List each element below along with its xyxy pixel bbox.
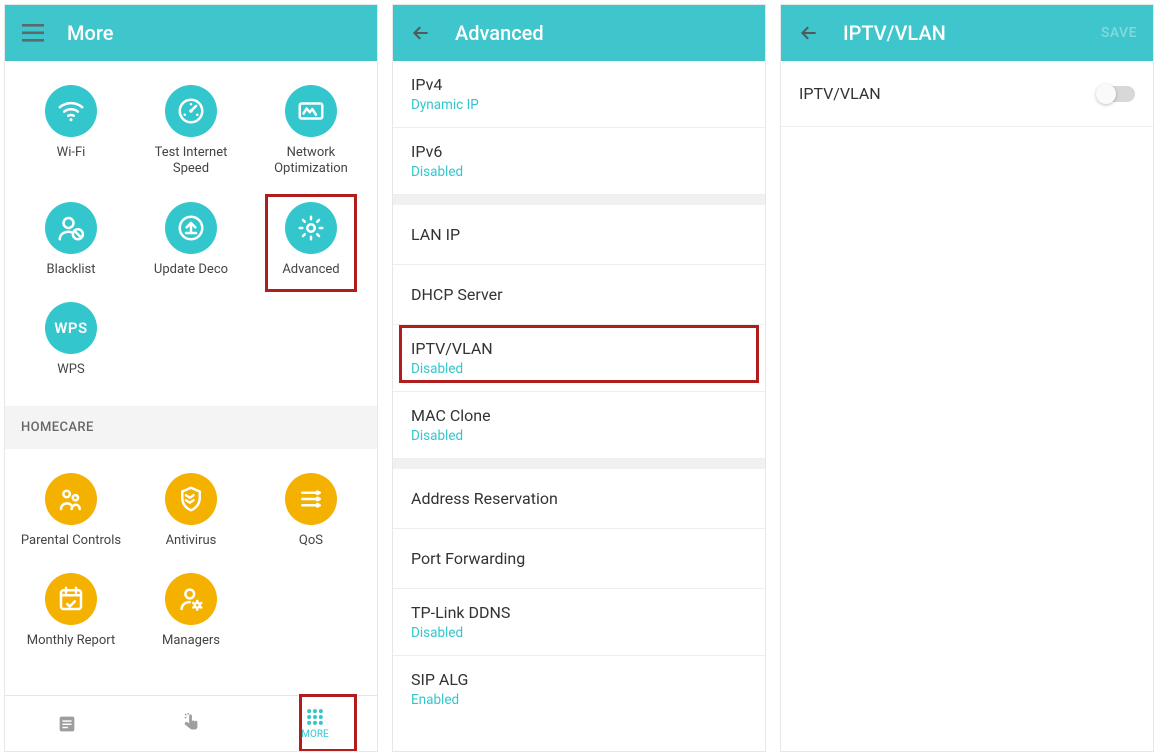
row-title: Port Forwarding — [411, 549, 747, 568]
header: More — [5, 5, 377, 61]
list-row-tp-link-ddns[interactable]: TP-Link DDNS Disabled — [393, 589, 765, 656]
list-divider — [393, 459, 765, 469]
grid-item-label: Blacklist — [46, 262, 95, 278]
page-title: IPTV/VLAN — [843, 21, 946, 45]
grid-item-qos[interactable]: QoS — [251, 467, 371, 567]
panel-advanced: Advanced IPv4 Dynamic IP IPv6 Disabled LAN I… — [392, 4, 766, 752]
row-sub: Disabled — [411, 361, 747, 377]
tab-overview[interactable] — [5, 696, 129, 751]
panel-more: More Wi-Fi Test Internet Speed Network Opt… — [4, 4, 378, 752]
tab-more-label: MORE — [301, 729, 328, 740]
grid-item-label: Parental Controls — [21, 533, 121, 549]
update-icon — [165, 202, 217, 254]
back-icon[interactable] — [409, 21, 433, 45]
grid-item-label: Advanced — [282, 262, 339, 278]
list-row-port-forwarding[interactable]: Port Forwarding — [393, 529, 765, 589]
panel-iptv: IPTV/VLAN SAVE IPTV/VLAN — [780, 4, 1154, 752]
grid-item-label: Managers — [162, 633, 220, 649]
row-sub: Disabled — [411, 625, 747, 641]
advanced-list: IPv4 Dynamic IP IPv6 Disabled LAN IP DHCP Ser… — [393, 61, 765, 751]
grid-item-blacklist[interactable]: Blacklist — [11, 196, 131, 296]
blacklist-icon — [45, 202, 97, 254]
row-title: MAC Clone — [411, 406, 747, 425]
grid-item-label: Update Deco — [154, 262, 228, 278]
calendar-icon — [45, 573, 97, 625]
homecare-header: HOMECARE — [5, 406, 377, 449]
grid-item-netopt[interactable]: Network Optimization — [251, 79, 371, 196]
row-sub: Dynamic IP — [411, 97, 747, 113]
list-row-lan-ip[interactable]: LAN IP — [393, 205, 765, 265]
page-title: More — [67, 21, 113, 45]
list-row-sip-alg[interactable]: SIP ALG Enabled — [393, 656, 765, 722]
row-title: Address Reservation — [411, 489, 747, 508]
row-sub: Disabled — [411, 164, 747, 180]
list-row-dhcp-server[interactable]: DHCP Server — [393, 265, 765, 325]
row-title: SIP ALG — [411, 670, 747, 689]
menu-icon[interactable] — [21, 21, 45, 45]
grid-item-advanced[interactable]: Advanced — [251, 196, 371, 296]
gear-icon — [285, 202, 337, 254]
grid-item-label: WPS — [57, 362, 84, 378]
row-sub: Enabled — [411, 692, 747, 708]
shield-icon — [165, 473, 217, 525]
bottom-nav: MORE — [5, 695, 377, 751]
header: IPTV/VLAN SAVE — [781, 5, 1153, 61]
grid-item-antivirus[interactable]: Antivirus — [131, 467, 251, 567]
list-row-address-reservation[interactable]: Address Reservation — [393, 469, 765, 529]
header: Advanced — [393, 5, 765, 61]
grid-item-wifi[interactable]: Wi-Fi — [11, 79, 131, 196]
save-button[interactable]: SAVE — [1101, 25, 1137, 41]
grid-item-parental[interactable]: Parental Controls — [11, 467, 131, 567]
row-sub: Disabled — [411, 428, 747, 444]
grid-item-speed[interactable]: Test Internet Speed — [131, 79, 251, 196]
managers-icon — [165, 573, 217, 625]
list-divider — [393, 195, 765, 205]
grid-item-label: Test Internet Speed — [136, 145, 246, 178]
grid-item-update[interactable]: Update Deco — [131, 196, 251, 296]
list-row-ipv6[interactable]: IPv6 Disabled — [393, 128, 765, 195]
more-content: Wi-Fi Test Internet Speed Network Optimiza… — [5, 61, 377, 695]
iptv-toggle-switch[interactable] — [1097, 86, 1135, 102]
iptv-toggle-label: IPTV/VLAN — [799, 84, 881, 103]
row-title: TP-Link DDNS — [411, 603, 747, 622]
page-title: Advanced — [455, 21, 544, 45]
row-title: IPv4 — [411, 75, 747, 94]
qos-icon — [285, 473, 337, 525]
iptv-content: IPTV/VLAN — [781, 61, 1153, 751]
grid-item-label: Network Optimization — [256, 145, 366, 178]
grid-item-managers[interactable]: Managers — [131, 567, 251, 667]
list-row-ipv4[interactable]: IPv4 Dynamic IP — [393, 61, 765, 128]
row-title: IPv6 — [411, 142, 747, 161]
tab-more[interactable]: MORE — [253, 696, 377, 751]
optimize-icon — [285, 85, 337, 137]
list-row-mac-clone[interactable]: MAC Clone Disabled — [393, 392, 765, 459]
list-row-iptv-vlan[interactable]: IPTV/VLAN Disabled — [393, 325, 765, 392]
wifi-icon — [45, 85, 97, 137]
grid-item-label: Antivirus — [166, 533, 217, 549]
back-icon[interactable] — [797, 21, 821, 45]
grid-item-label: Monthly Report — [27, 633, 116, 649]
parental-icon — [45, 473, 97, 525]
wps-icon: WPS — [45, 302, 97, 354]
grid-item-label: Wi-Fi — [57, 145, 86, 161]
grid-item-monthly[interactable]: Monthly Report — [11, 567, 131, 667]
iptv-toggle-row[interactable]: IPTV/VLAN — [781, 61, 1153, 127]
row-title: LAN IP — [411, 225, 747, 244]
row-title: DHCP Server — [411, 285, 747, 304]
row-title: IPTV/VLAN — [411, 339, 747, 358]
grid-item-label: QoS — [299, 533, 323, 549]
grid-item-wps[interactable]: WPS WPS — [11, 296, 131, 396]
gauge-icon — [165, 85, 217, 137]
tab-touch[interactable] — [129, 696, 253, 751]
